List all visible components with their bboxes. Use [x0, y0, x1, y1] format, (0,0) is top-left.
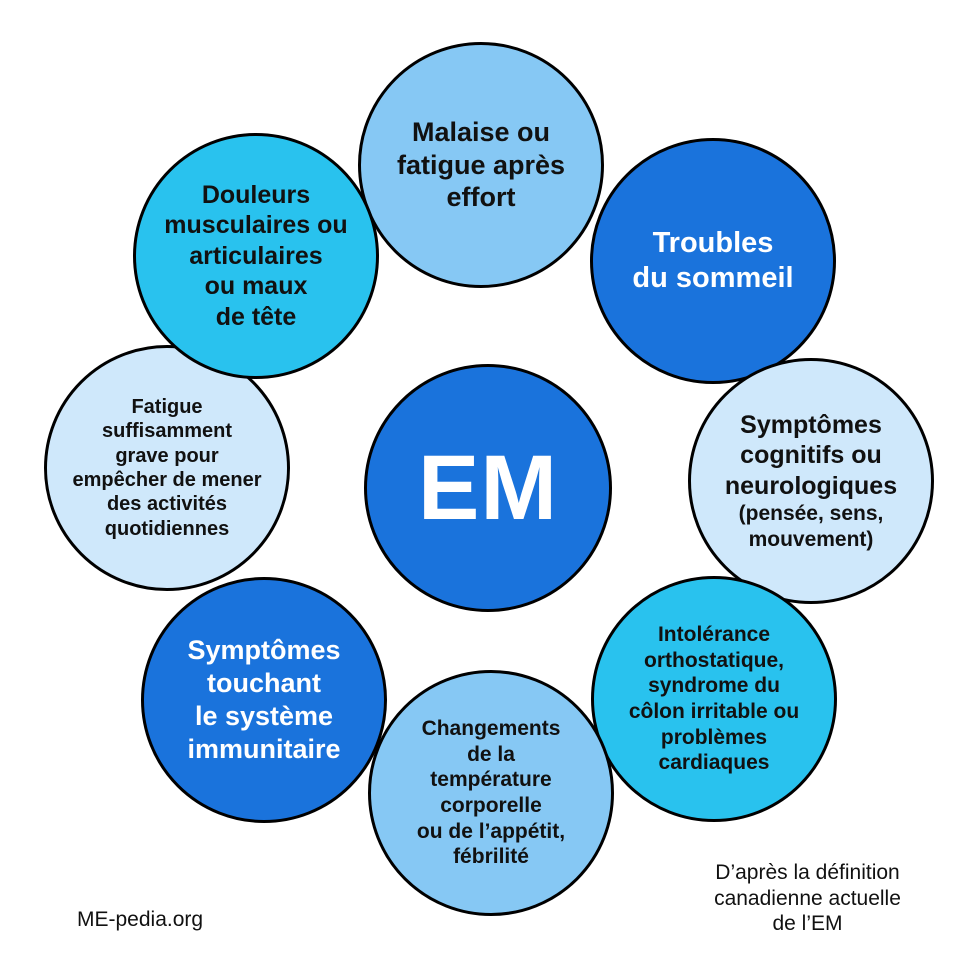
text-line: ou de l’appétit, — [416, 819, 566, 843]
text-line: Changements — [421, 717, 561, 741]
text-line: orthostatique, — [644, 648, 784, 672]
center-label: EM — [418, 437, 558, 539]
circle-text: Intolérance orthostatique, syndrome du c… — [612, 622, 817, 776]
circle-muscle-joint-pain: Douleurs musculaires ou articulaires ou … — [133, 133, 379, 379]
text-line: des activités — [106, 493, 228, 516]
circle-severe-fatigue: Fatigue suffisamment grave pour empêcher… — [44, 345, 290, 591]
circle-sleep-disorders: Troubles du sommeil — [590, 138, 836, 384]
text-line: température — [430, 768, 552, 792]
text-line: corporelle — [440, 794, 542, 817]
circle-text: Symptômes cognitifs ou neurologiques (pe… — [706, 410, 916, 553]
text-line: ou maux — [204, 272, 308, 301]
circle-text: Douleurs musculaires ou articulaires ou … — [154, 180, 359, 333]
text-line: D’après la définition — [715, 861, 900, 884]
text-line: canadienne actuelle — [714, 886, 901, 910]
text-line: de la — [467, 742, 515, 766]
text-line: de tête — [215, 302, 297, 331]
text-line: le système — [194, 701, 334, 731]
circle-text: Troubles du sommeil — [606, 226, 821, 297]
text-line: Douleurs — [201, 180, 311, 209]
text-line: articulaires — [189, 241, 323, 270]
circle-temperature-changes: Changements de la température corporelle… — [368, 670, 614, 916]
text-line: côlon irritable ou — [628, 700, 800, 723]
text-line: de l’EM — [772, 912, 843, 936]
circle-text: Changements de la température corporelle… — [389, 716, 594, 870]
circle-immune-symptoms: Symptômes touchant le système immunitair… — [141, 577, 387, 823]
text-line: Symptômes — [187, 635, 341, 666]
text-line: touchant — [207, 668, 321, 699]
definition-note: D’après la définition canadienne actuell… — [690, 860, 925, 937]
text-line: suffisamment — [101, 420, 233, 443]
text-subline: (pensée, sens, — [738, 502, 884, 526]
text-line: effort — [446, 182, 516, 213]
text-line: musculaires ou — [164, 211, 348, 240]
text-line: grave pour — [115, 444, 219, 467]
source-credit: ME-pedia.org — [77, 908, 204, 931]
circle-post-exertional-malaise: Malaise ou fatigue après effort — [358, 42, 604, 288]
text-line: Symptômes — [740, 410, 882, 439]
text-subline: mouvement) — [748, 527, 874, 551]
text-line: empêcher de mener — [72, 469, 262, 491]
text-line: Malaise ou — [411, 116, 551, 147]
circle-cognitive-symptoms: Symptômes cognitifs ou neurologiques (pe… — [688, 358, 934, 604]
center-circle-em: EM — [364, 364, 612, 612]
text-line: problèmes — [660, 725, 768, 749]
text-line: cognitifs ou — [740, 441, 882, 470]
text-line: fatigue après — [396, 149, 566, 180]
text-line: fébrilité — [453, 845, 529, 869]
text-line: Intolérance — [657, 623, 771, 647]
circle-orthostatic-intolerance: Intolérance orthostatique, syndrome du c… — [591, 576, 837, 822]
text-line: Troubles — [652, 226, 774, 259]
circle-text: Malaise ou fatigue après effort — [376, 116, 586, 215]
text-line: neurologiques — [724, 471, 898, 500]
text-line: cardiaques — [658, 751, 770, 775]
circle-text: Fatigue suffisamment grave pour empêcher… — [62, 395, 272, 541]
text-line: syndrome du — [648, 674, 780, 698]
text-line: quotidiennes — [104, 517, 230, 540]
circle-text: Symptômes touchant le système immunitair… — [157, 634, 372, 766]
text-line: immunitaire — [187, 733, 341, 764]
text-line: du sommeil — [632, 262, 794, 294]
text-line: Fatigue — [131, 395, 203, 418]
